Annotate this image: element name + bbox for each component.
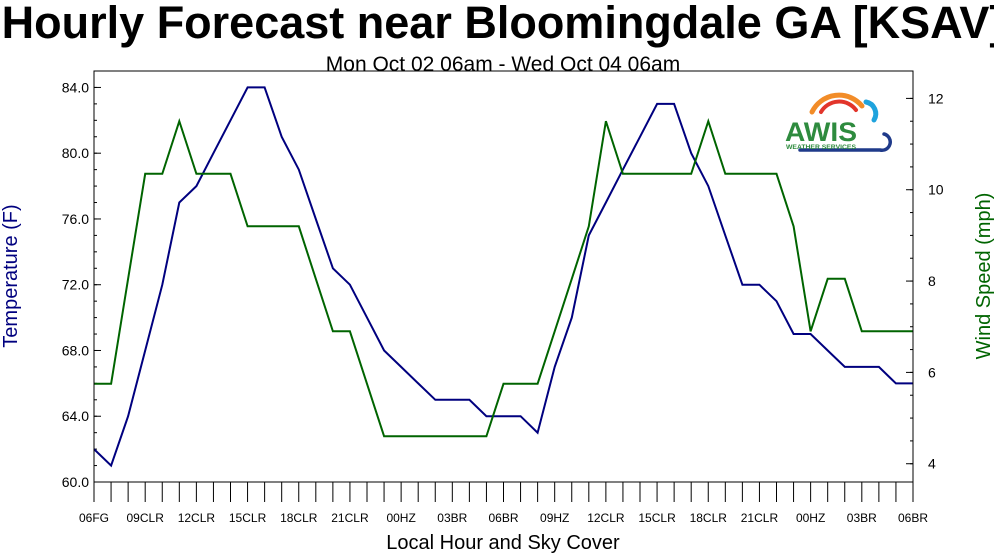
x-tick-label: 03BR: [847, 511, 877, 525]
x-tick-label: 06BR: [488, 511, 518, 525]
wind-speed-line: [94, 117, 913, 438]
logo-arc-orange: [809, 92, 865, 115]
logo-arc-blue: [863, 99, 879, 123]
x-tick-label: 09HZ: [540, 511, 569, 525]
y-axis-left-label: Temperature (F): [0, 204, 22, 347]
chart-title: Hourly Forecast near Bloomingdale GA [KS…: [2, 0, 994, 48]
x-tick-label: 18CLR: [690, 511, 728, 525]
x-axis: 06FG 09CLR 12CLR 15CLR 18CLR 21CLR 00HZ 03BR 06B…: [79, 482, 928, 525]
right-tick-label: 10: [928, 182, 944, 198]
x-tick-label: 00HZ: [796, 511, 825, 525]
left-tick-label: 80.0: [62, 145, 89, 161]
x-tick-label: 06FG: [79, 511, 109, 525]
chart-subtitle: Mon Oct 02 06am - Wed Oct 04 06am: [326, 53, 680, 76]
right-tick-label: 8: [928, 273, 936, 289]
right-tick-label: 6: [928, 364, 936, 380]
right-y-axis: 4 6 8 10 12: [906, 90, 944, 472]
left-y-axis: 60.0 64.0 68.0 72.0 76.0 80.0 84.0: [62, 70, 101, 490]
x-tick-label: 18CLR: [280, 511, 318, 525]
x-tick-label: 15CLR: [638, 511, 676, 525]
left-tick-label: 84.0: [62, 79, 89, 95]
x-tick-label: 09CLR: [127, 511, 165, 525]
plot-frame: [93, 70, 914, 483]
y-axis-right-label: Wind Speed (mph): [973, 193, 994, 360]
series-lines: [93, 86, 913, 468]
logo-cloud-base: [798, 132, 892, 152]
left-tick-label: 76.0: [62, 211, 89, 227]
temperature-line: [93, 86, 913, 468]
x-tick-label: 15CLR: [229, 511, 267, 525]
logo-text: AWIS: [785, 117, 857, 147]
x-tick-label: 12CLR: [587, 511, 625, 525]
right-tick-label: 12: [928, 90, 944, 106]
x-tick-label: 06BR: [898, 511, 928, 525]
x-tick-label: 03BR: [437, 511, 467, 525]
x-tick-label: 21CLR: [741, 511, 779, 525]
left-tick-label: 68.0: [62, 342, 89, 358]
x-tick-label: 12CLR: [178, 511, 216, 525]
x-tick-label: 21CLR: [331, 511, 369, 525]
x-axis-label: Local Hour and Sky Cover: [386, 532, 620, 554]
right-tick-label: 4: [928, 456, 936, 472]
left-tick-label: 64.0: [62, 408, 89, 424]
awis-logo: AWIS WEATHER SERVICES: [785, 92, 892, 152]
logo-tagline: WEATHER SERVICES: [786, 145, 856, 151]
left-tick-label: 72.0: [62, 277, 89, 293]
left-tick-label: 60.0: [62, 474, 89, 490]
logo-arc-red: [819, 99, 858, 114]
x-tick-label: 00HZ: [386, 511, 415, 525]
